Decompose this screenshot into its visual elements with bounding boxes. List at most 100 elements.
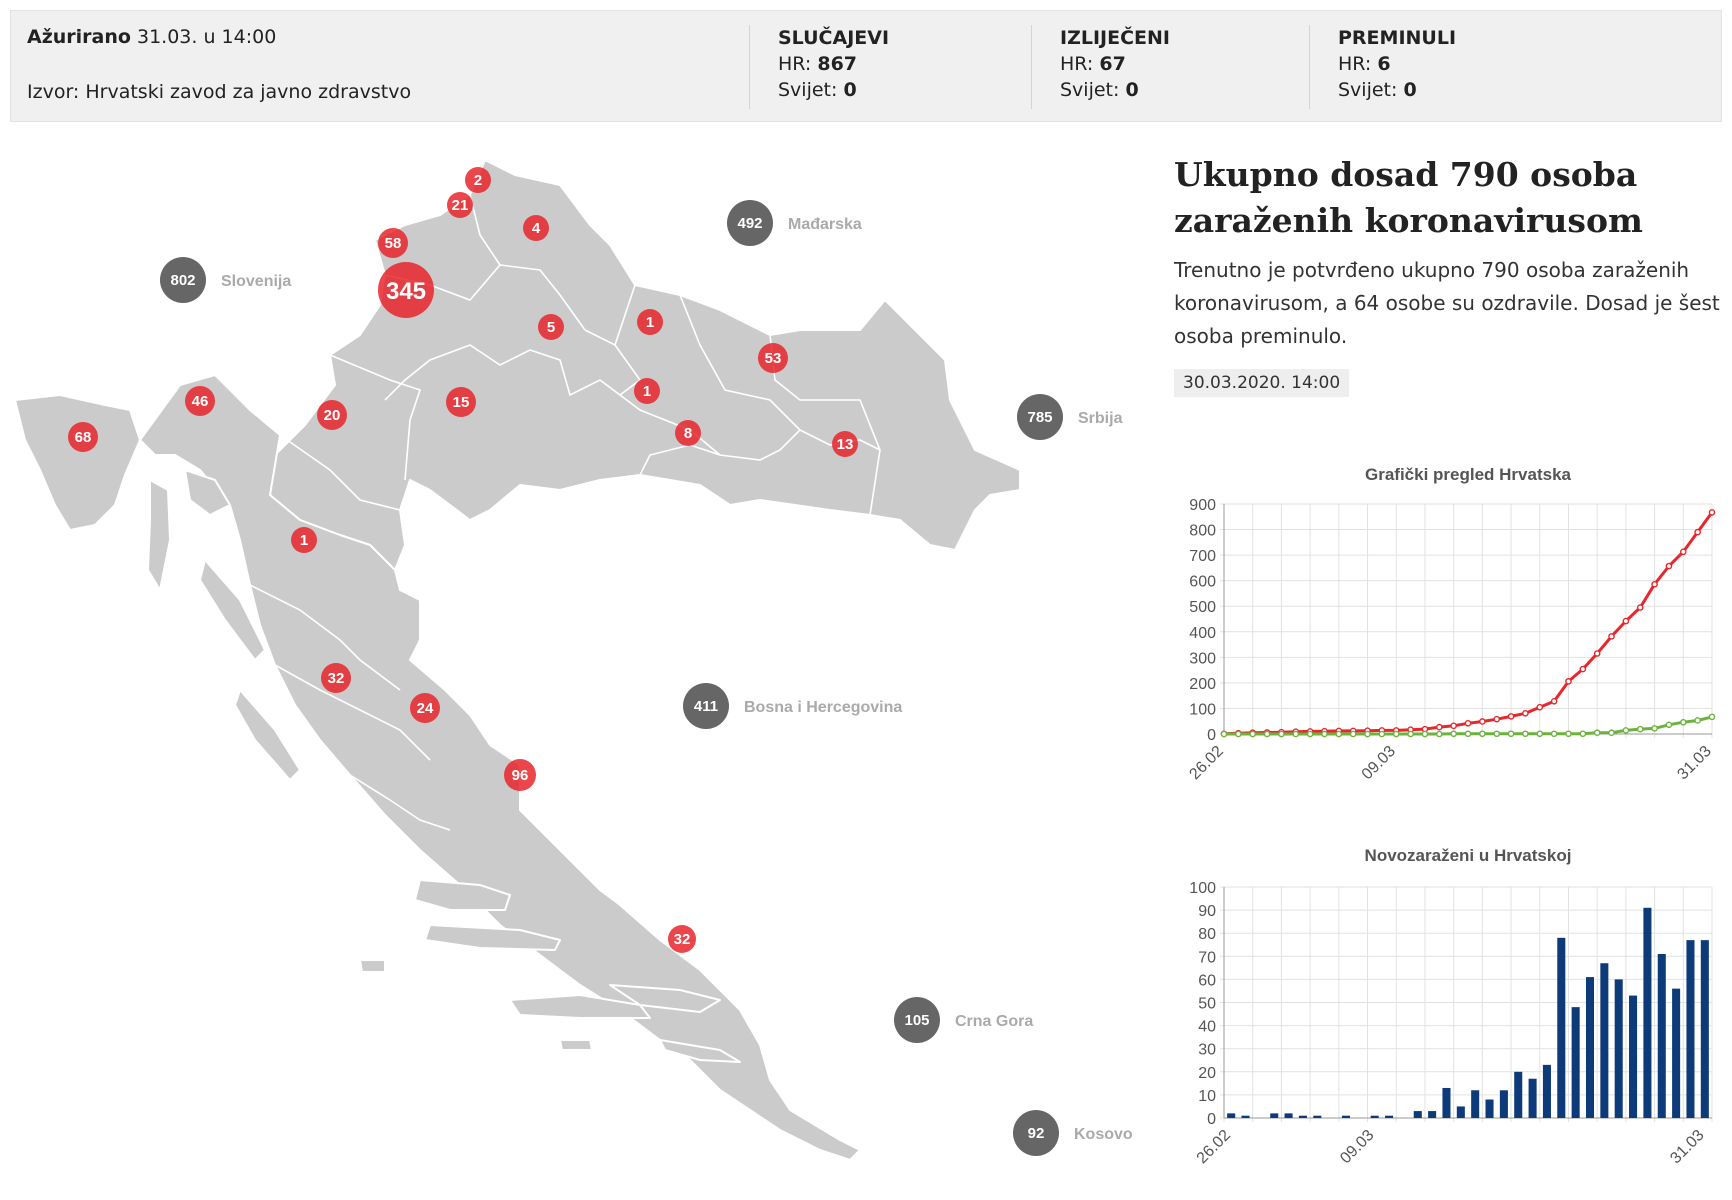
data-point [1694, 528, 1701, 536]
data-point [1651, 580, 1658, 588]
county-marker[interactable]: 53 [758, 343, 788, 373]
county-marker[interactable]: 2 [465, 167, 491, 193]
neighbor-marker-circle [727, 200, 773, 246]
map-island-vis [359, 959, 386, 973]
county-marker[interactable]: 21 [447, 192, 473, 218]
data-point [1507, 713, 1515, 720]
data-point [1349, 730, 1357, 738]
neighbor-marker[interactable]: 411 Bosna i Hercegovina [683, 683, 902, 729]
data-point [1278, 730, 1285, 738]
county-marker[interactable]: 68 [68, 422, 98, 452]
neighbor-marker[interactable]: 802 Slovenija [160, 257, 291, 303]
county-marker-label: 58 [385, 235, 402, 252]
updated-label: Ažurirano [27, 26, 131, 48]
county-marker[interactable]: 46 [185, 386, 215, 416]
county-marker-circle [447, 192, 473, 218]
data-point [1479, 730, 1486, 738]
data-point [1249, 730, 1257, 738]
county-marker-circle [317, 400, 347, 430]
data-point [1450, 722, 1457, 730]
data-point [1565, 730, 1572, 738]
bar [1514, 1071, 1523, 1118]
bars [1227, 907, 1709, 1118]
neighbor-marker-circle [894, 997, 940, 1043]
county-marker-circle [378, 262, 434, 318]
neighbor-marker[interactable]: 492 Mađarska [727, 200, 862, 246]
county-marker[interactable]: 96 [504, 759, 536, 791]
neighbor-marker[interactable]: 785 Srbija [1017, 394, 1123, 440]
data-point [1636, 604, 1644, 611]
neighbor-marker[interactable]: 92 Kosovo [1013, 1110, 1133, 1156]
county-marker[interactable]: 24 [410, 693, 440, 723]
neighbor-name: Srbija [1078, 410, 1123, 427]
stat-world-value: 0 [1403, 79, 1417, 101]
updated-value: 31.03. u 14:00 [137, 26, 277, 48]
bar [1442, 1087, 1451, 1118]
county-marker[interactable]: 1 [637, 309, 663, 335]
data-point [1679, 718, 1687, 726]
stat-hr-label: HR: [1060, 53, 1094, 75]
stat-title: IZLIJEČENI [1060, 27, 1170, 49]
bar [1471, 1090, 1480, 1118]
county-marker-label: 20 [324, 407, 341, 424]
county-marker-label: 53 [765, 350, 782, 367]
bar [1528, 1078, 1537, 1118]
data-point [1579, 730, 1587, 738]
bar [1313, 1115, 1322, 1118]
county-marker[interactable]: 20 [317, 400, 347, 430]
county-marker[interactable]: 5 [538, 314, 564, 340]
county-marker-circle [538, 314, 564, 340]
bar [1270, 1113, 1279, 1118]
map-island-brac [414, 879, 511, 911]
county-marker[interactable]: 13 [832, 431, 858, 457]
x-tick-label: 31.03 [1667, 1127, 1707, 1167]
stat-recovered: IZLIJEČENI HR: 67 Svijet: 0 [1031, 25, 1170, 109]
bar [1284, 1113, 1293, 1118]
neighbor-marker-circle [1017, 394, 1063, 440]
data-point [1536, 703, 1544, 711]
county-marker[interactable]: 32 [321, 663, 351, 693]
y-tick-label: 400 [1189, 625, 1216, 642]
map-island-dugi [234, 689, 301, 781]
updated-info: Ažurirano 31.03. u 14:00 [27, 26, 276, 48]
county-marker-label: 1 [646, 314, 654, 331]
data-point [1479, 718, 1486, 725]
map-region-south [139, 374, 861, 1161]
county-marker[interactable]: 15 [446, 387, 476, 417]
x-tick-label: 26.02 [1194, 1127, 1234, 1167]
county-marker[interactable]: 345 [378, 262, 434, 318]
article-date: 30.03.2020. 14:00 [1174, 369, 1350, 397]
county-marker[interactable]: 8 [675, 420, 701, 446]
county-marker[interactable]: 1 [634, 378, 660, 404]
data-point [1679, 548, 1687, 556]
bar [1629, 995, 1638, 1118]
county-marker-label: 1 [643, 383, 651, 400]
bar [1298, 1115, 1307, 1118]
county-marker[interactable]: 1 [291, 527, 317, 553]
neighbor-count: 105 [904, 1012, 929, 1029]
neighbor-name: Crna Gora [955, 1013, 1033, 1030]
y-tick-label: 700 [1189, 548, 1216, 565]
county-marker[interactable]: 32 [668, 925, 696, 953]
neighbor-marker[interactable]: 105 Crna Gora [894, 997, 1033, 1043]
data-point [1464, 730, 1472, 738]
data-point [1335, 730, 1343, 738]
data-point [1708, 713, 1716, 721]
stat-world-label: Svijet: [778, 79, 838, 101]
stat-deceased: PREMINULI HR: 6 Svijet: 0 [1309, 25, 1456, 109]
county-marker-label: 345 [386, 278, 426, 305]
map-island-korcula [509, 994, 651, 1019]
data-point [1407, 730, 1414, 738]
county-marker[interactable]: 58 [378, 228, 408, 258]
neighbor-marker-circle [1013, 1110, 1059, 1156]
county-marker-circle [675, 420, 701, 446]
county-marker-circle [446, 387, 476, 417]
stat-title: PREMINULI [1338, 27, 1457, 49]
chart-title: Novozaraženi u Hrvatskoj [1365, 846, 1572, 865]
county-marker-circle [523, 215, 549, 241]
county-marker-circle [321, 663, 351, 693]
county-marker[interactable]: 4 [523, 215, 549, 241]
croatia-map: 2 21 4 58 345 5 1 53 46 20 15 1 8 13 68 1 32 24 96 32 802 Sl… [14, 159, 1133, 1161]
stat-title: SLUČAJEVI [778, 27, 890, 49]
stat-world-value: 0 [843, 79, 857, 101]
